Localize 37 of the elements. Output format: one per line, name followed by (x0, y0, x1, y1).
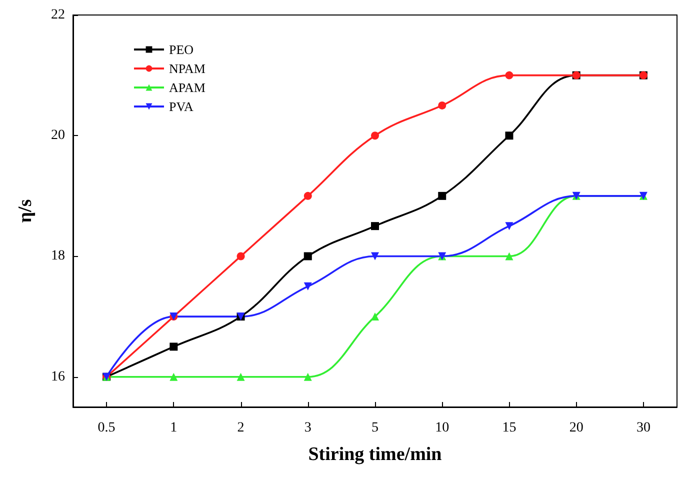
point (505, 132, 514, 140)
point (505, 222, 514, 230)
point (371, 222, 379, 230)
legend-label: PVA (169, 99, 194, 114)
point (438, 101, 446, 110)
point (304, 192, 312, 200)
point (304, 252, 312, 260)
point (236, 252, 245, 260)
x-tick-label: 15 (502, 420, 516, 436)
legend-label: NPAM (169, 61, 206, 76)
x-axis-title: Stiring time/min (308, 444, 442, 465)
x-tick-label: 3 (304, 420, 312, 436)
point (170, 342, 178, 351)
point (371, 252, 379, 260)
y-tick-label: 16 (51, 369, 65, 384)
y-tick-label: 22 (51, 8, 65, 22)
x-tick-label: 5 (372, 420, 378, 436)
x-tick-label: 2 (237, 420, 244, 436)
legend-label: APAM (169, 80, 206, 95)
point (236, 372, 245, 381)
point (170, 372, 178, 381)
point (371, 312, 379, 321)
x-tick-label: 30 (636, 420, 650, 436)
point (371, 132, 379, 140)
x-tick-label: 0.5 (98, 420, 116, 436)
y-tick-label: 18 (51, 248, 65, 264)
legend-label: PEO (169, 42, 194, 57)
y-axis-title: η/s (15, 199, 36, 223)
point (304, 372, 312, 381)
y-tick-label: 20 (51, 128, 65, 144)
x-tick-label: 1 (170, 420, 178, 436)
x-tick-label: 10 (435, 420, 450, 436)
point (438, 192, 446, 200)
x-tick-label: 20 (569, 420, 584, 436)
point (505, 252, 514, 260)
point (304, 282, 312, 290)
point (505, 71, 514, 80)
